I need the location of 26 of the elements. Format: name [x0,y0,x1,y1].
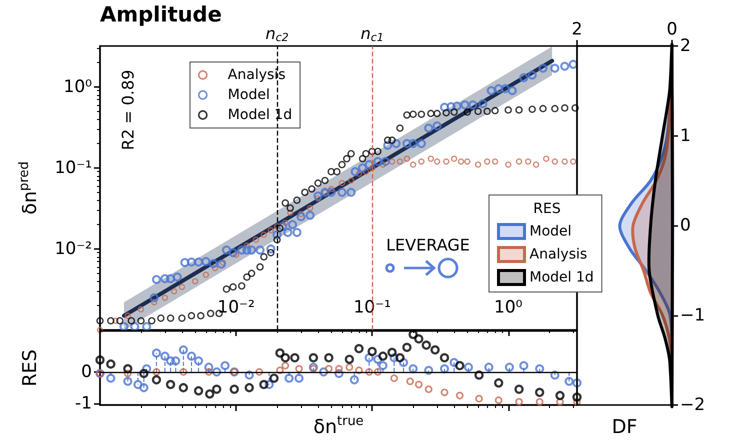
y-tick-label: 0 [81,362,92,382]
y-tick-label: 10⁻¹ [54,158,92,178]
legend-label: Analysis [530,246,588,262]
y-tick-label: 2 [680,36,691,56]
x-tick-label: 10⁰ [494,298,523,318]
y-axis-title: δnpred [17,161,41,215]
legend-label: Model [228,87,270,103]
chart-title: Amplitude [100,2,222,26]
y-tick-label: −2 [680,395,706,415]
y-tick-label: −1 [680,305,706,326]
x-tick-label: 10⁻¹ [353,298,391,318]
y-tick-label: 1 [680,126,691,146]
x-axis-title: DF [612,416,638,438]
y-tick-label: 0 [680,216,691,236]
annotation: LEVERAGE [386,236,470,254]
legend-label: Model [530,224,572,240]
legend-label: Analysis [228,67,286,83]
x-tick-label: 10⁻² [217,298,255,318]
y-tick-label: 10⁰ [64,76,92,97]
annotation: R2 = 0.89 [118,70,138,150]
y-tick-label: -1 [75,393,92,414]
legend-title: RES [533,201,561,217]
legend-label: Model 1d [228,107,292,123]
y-axis-title: RES [19,349,41,387]
legend-label: Model 1d [530,270,594,286]
y-tick-label: 10⁻² [54,238,92,259]
